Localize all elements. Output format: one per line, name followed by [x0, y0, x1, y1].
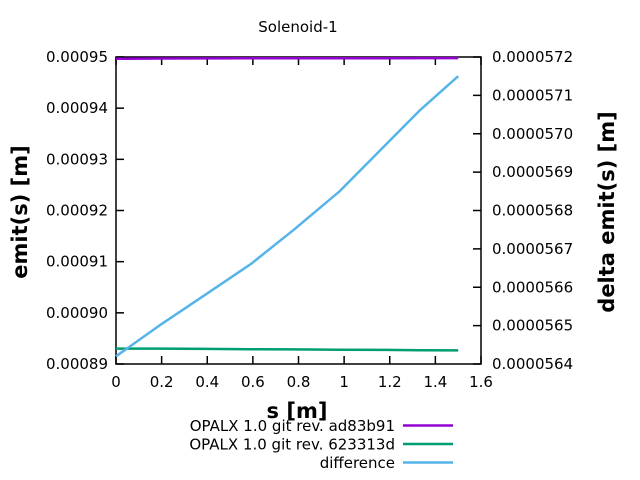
y2-tick-label: 0.0000570 [492, 125, 573, 143]
y-axis-label: emit(s) [m] [8, 145, 32, 278]
x-tick-label: 0.8 [287, 373, 311, 391]
chart-title: Solenoid-1 [258, 18, 337, 36]
y2-tick-label: 0.0000572 [492, 48, 573, 66]
y2-tick-label: 0.0000564 [492, 355, 573, 373]
y-tick-label: 0.00091 [46, 253, 108, 271]
x-axis-label: s [m] [267, 399, 328, 423]
series-line-opalx-1-0-git-rev-623313d [116, 347, 459, 352]
x-tick-label: 1 [339, 373, 349, 391]
x-tick-label: 0 [111, 373, 121, 391]
y-tick-label: 0.00089 [46, 355, 108, 373]
y2-tick-label: 0.0000571 [492, 86, 573, 104]
y-tick-label: 0.00094 [46, 99, 108, 117]
legend-label-opalx-1-0-git-rev-ad83b91: OPALX 1.0 git rev. ad83b91 [190, 417, 395, 435]
y2-axis-label: delta emit(s) [m] [595, 111, 619, 312]
legend-label-opalx-1-0-git-rev-623313d: OPALX 1.0 git rev. 623313d [189, 436, 395, 454]
y2-tick-label: 0.0000566 [492, 278, 573, 296]
y2-tick-label: 0.0000569 [492, 163, 573, 181]
y-tick-label: 0.00092 [46, 202, 108, 220]
x-tick-label: 0.4 [195, 373, 219, 391]
x-tick-label: 1.6 [469, 373, 493, 391]
y2-tick-label: 0.0000565 [492, 317, 573, 335]
series-line-opalx-1-0-git-rev-ad83b91 [115, 56, 459, 61]
y-tick-label: 0.00090 [46, 304, 108, 322]
series-line-difference [115, 75, 460, 358]
x-tick-label: 0.2 [150, 373, 174, 391]
y-tick-label: 0.00095 [46, 48, 108, 66]
y2-tick-label: 0.0000567 [492, 240, 573, 258]
legend-label-difference: difference [320, 454, 395, 472]
x-tick-label: 1.2 [378, 373, 402, 391]
x-tick-label: 1.4 [423, 373, 447, 391]
x-tick-label: 0.6 [241, 373, 265, 391]
y-tick-label: 0.00093 [46, 150, 108, 168]
y2-tick-label: 0.0000568 [492, 202, 573, 220]
